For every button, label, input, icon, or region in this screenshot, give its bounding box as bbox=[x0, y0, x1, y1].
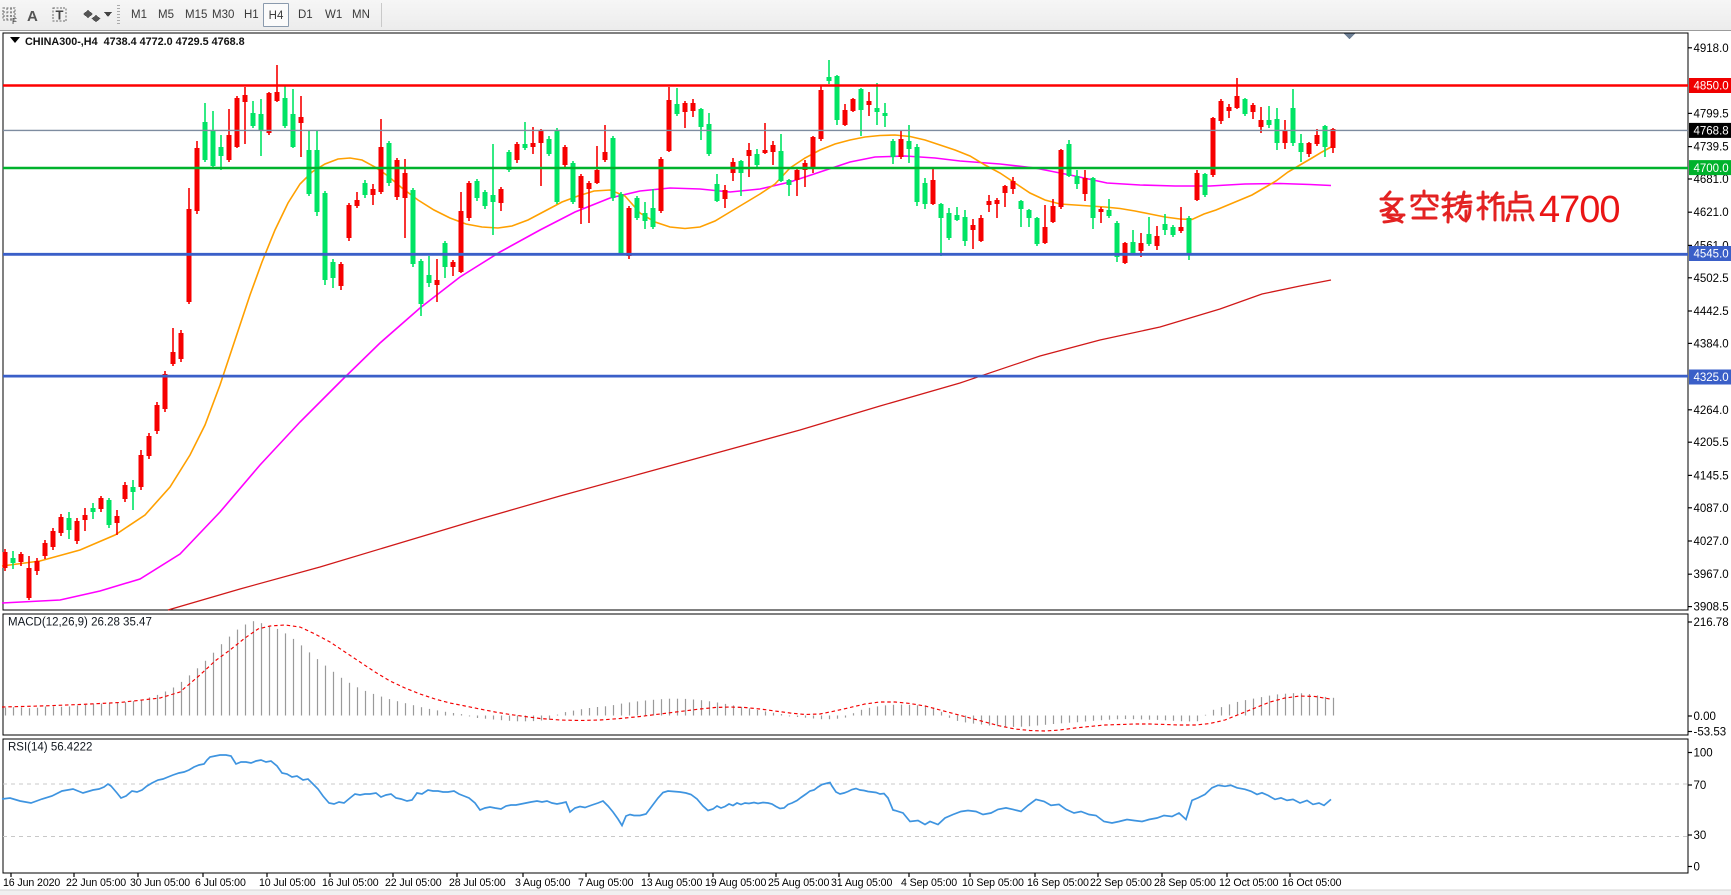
svg-text:16 Jul 05:00: 16 Jul 05:00 bbox=[322, 877, 379, 889]
svg-text:31 Aug 05:00: 31 Aug 05:00 bbox=[831, 877, 892, 889]
svg-text:3908.5: 3908.5 bbox=[1694, 602, 1729, 614]
svg-text:6 Jul 05:00: 6 Jul 05:00 bbox=[195, 877, 246, 889]
svg-text:10 Jul 05:00: 10 Jul 05:00 bbox=[259, 877, 316, 889]
svg-text:0: 0 bbox=[1694, 862, 1700, 874]
svg-text:28 Jul 05:00: 28 Jul 05:00 bbox=[449, 877, 506, 889]
svg-text:16 Oct 05:00: 16 Oct 05:00 bbox=[1282, 877, 1342, 889]
svg-text:19 Aug 05:00: 19 Aug 05:00 bbox=[705, 877, 766, 889]
svg-text:10 Sep 05:00: 10 Sep 05:00 bbox=[962, 877, 1024, 889]
svg-text:22 Jul 05:00: 22 Jul 05:00 bbox=[385, 877, 442, 889]
svg-text:12 Oct 05:00: 12 Oct 05:00 bbox=[1219, 877, 1279, 889]
svg-text:0.00: 0.00 bbox=[1694, 711, 1716, 723]
svg-text:4700.0: 4700.0 bbox=[1694, 163, 1729, 175]
svg-text:4325.0: 4325.0 bbox=[1694, 372, 1729, 384]
svg-text:F: F bbox=[12, 17, 17, 26]
svg-text:4384.0: 4384.0 bbox=[1694, 338, 1729, 350]
svg-text:30: 30 bbox=[1694, 830, 1707, 842]
svg-text:7 Aug 05:00: 7 Aug 05:00 bbox=[578, 877, 634, 889]
svg-text:16 Sep 05:00: 16 Sep 05:00 bbox=[1027, 877, 1089, 889]
svg-text:4087.0: 4087.0 bbox=[1694, 503, 1729, 515]
svg-text:25 Aug 05:00: 25 Aug 05:00 bbox=[768, 877, 829, 889]
svg-text:16 Jun 2020: 16 Jun 2020 bbox=[3, 877, 60, 889]
svg-text:4681.0: 4681.0 bbox=[1694, 174, 1729, 186]
svg-text:4264.0: 4264.0 bbox=[1694, 405, 1729, 417]
svg-text:22 Jun 05:00: 22 Jun 05:00 bbox=[66, 877, 126, 889]
svg-text:216.78: 216.78 bbox=[1694, 617, 1729, 629]
svg-text:4739.5: 4739.5 bbox=[1694, 142, 1729, 154]
svg-text:4918.0: 4918.0 bbox=[1694, 43, 1729, 55]
svg-text:4621.0: 4621.0 bbox=[1694, 207, 1729, 219]
svg-text:-53.53: -53.53 bbox=[1694, 727, 1727, 739]
svg-text:28 Sep 05:00: 28 Sep 05:00 bbox=[1154, 877, 1216, 889]
svg-text:3967.0: 3967.0 bbox=[1694, 569, 1729, 581]
svg-text:A: A bbox=[27, 8, 38, 25]
svg-text:4145.5: 4145.5 bbox=[1694, 470, 1729, 482]
svg-text:T: T bbox=[56, 8, 64, 23]
svg-text:30 Jun 05:00: 30 Jun 05:00 bbox=[130, 877, 190, 889]
svg-text:MACD(12,26,9) 26.28 35.47: MACD(12,26,9) 26.28 35.47 bbox=[8, 617, 152, 629]
svg-text:CHINA300-,H4 4738.4 4772.0 47: CHINA300-,H4 4738.4 4772.0 4729.5 4768.8 bbox=[25, 36, 245, 48]
svg-text:4442.5: 4442.5 bbox=[1694, 306, 1729, 318]
svg-text:4205.5: 4205.5 bbox=[1694, 437, 1729, 449]
svg-text:4 Sep 05:00: 4 Sep 05:00 bbox=[901, 877, 957, 889]
svg-text:4768.8: 4768.8 bbox=[1694, 126, 1729, 138]
svg-text:4027.0: 4027.0 bbox=[1694, 536, 1729, 548]
svg-text:4700: 4700 bbox=[1539, 189, 1620, 231]
svg-text:4502.5: 4502.5 bbox=[1694, 273, 1729, 285]
svg-text:4545.0: 4545.0 bbox=[1694, 249, 1729, 261]
svg-text:100: 100 bbox=[1694, 748, 1713, 760]
svg-text:4799.5: 4799.5 bbox=[1694, 108, 1729, 120]
svg-text:70: 70 bbox=[1694, 780, 1707, 792]
svg-text:22 Sep 05:00: 22 Sep 05:00 bbox=[1090, 877, 1152, 889]
svg-text:13 Aug 05:00: 13 Aug 05:00 bbox=[641, 877, 702, 889]
svg-text:3 Aug 05:00: 3 Aug 05:00 bbox=[515, 877, 571, 889]
svg-text:4850.0: 4850.0 bbox=[1694, 81, 1729, 93]
svg-text:RSI(14) 56.4222: RSI(14) 56.4222 bbox=[8, 742, 92, 754]
